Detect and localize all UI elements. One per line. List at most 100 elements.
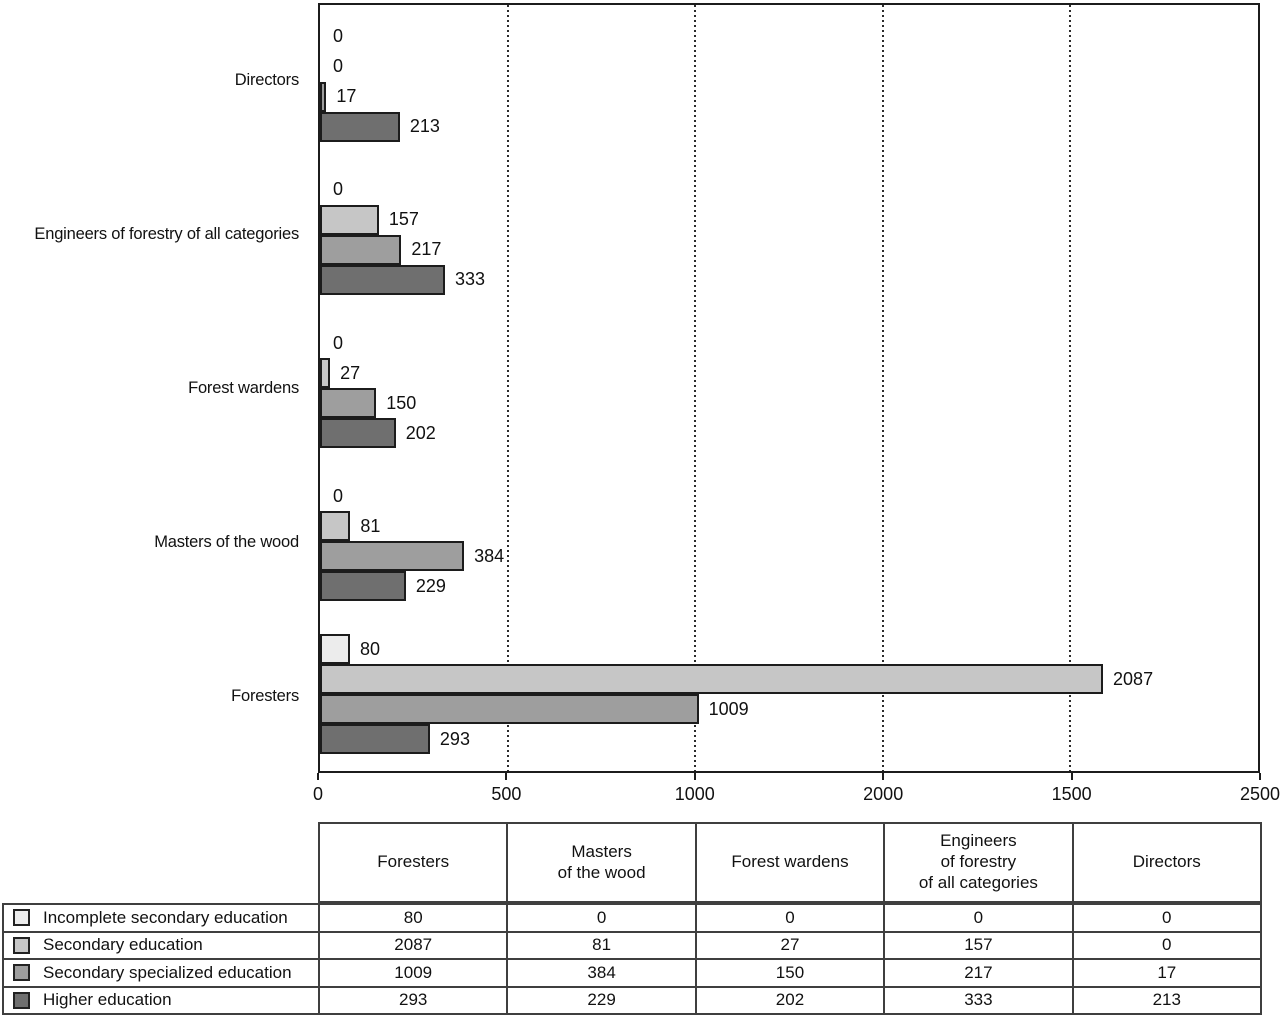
bar-group: 0 0 17 213 [320, 5, 1258, 158]
bar-value-label: 150 [386, 392, 417, 413]
gridline [881, 5, 884, 771]
category-label: Foresters [231, 686, 299, 705]
bar-row: 333 [320, 264, 1258, 295]
bar-value-label: 17 [336, 86, 357, 107]
bar-row: 0 [320, 328, 1258, 358]
legend-cell: Secondary specialized education [3, 959, 319, 987]
table-value-cell: 333 [884, 986, 1073, 1014]
table-value-cell: 150 [695, 959, 885, 987]
bar-group: 80 2087 1009 293 [320, 618, 1258, 771]
bar [320, 264, 445, 295]
bar-value-label: 81 [360, 515, 381, 536]
bar-value-label: 0 [333, 179, 344, 200]
header-cell: Directors [1072, 823, 1261, 902]
gridline [694, 5, 697, 771]
bar-value-label: 0 [333, 332, 344, 353]
bar [320, 541, 465, 572]
bar-value-label: 0 [333, 26, 344, 47]
bar-group: 0 157 217 333 [320, 158, 1258, 311]
legend-swatch [13, 991, 30, 1009]
axis-tick [317, 773, 319, 780]
x-tick-label: 0 [312, 784, 324, 804]
bar-row: 1009 [320, 694, 1258, 725]
gridline [506, 5, 509, 771]
table-value-cell: 81 [507, 931, 696, 959]
bar-row: 157 [320, 204, 1258, 235]
bar-row: 202 [320, 418, 1258, 448]
gridline [1069, 5, 1072, 771]
bar-row: 293 [320, 724, 1258, 755]
bar-value-label: 202 [405, 422, 436, 443]
bar-group: 0 27 150 202 [320, 311, 1258, 464]
bar [320, 571, 406, 602]
legend-label: Higher education [43, 990, 172, 1010]
legend-swatch [13, 936, 30, 954]
table-value-cell: 80 [319, 904, 508, 932]
bar-row: 0 [320, 175, 1258, 205]
bar [320, 418, 396, 448]
table-value-cell: 213 [1072, 986, 1261, 1014]
table-value-cell: 1009 [319, 959, 508, 987]
header-cell: Foresters [319, 823, 508, 902]
bar-value-label: 157 [388, 209, 419, 230]
bars-wrap: 0 157 217 333 [320, 175, 1258, 295]
table-value-cell: 384 [507, 959, 696, 987]
bar-row: 2087 [320, 664, 1258, 695]
legend-label: Incomplete secondary education [43, 907, 288, 927]
x-axis: 0 500 1000 2000 1500 2500 [313, 773, 1280, 815]
axis-tick [1070, 773, 1073, 780]
bar [320, 81, 327, 112]
x-tick-label: 500 [491, 784, 522, 804]
bars-wrap: 80 2087 1009 293 [320, 634, 1258, 755]
category-label: Engineers of forestry of all categories [34, 224, 299, 243]
bar [320, 724, 430, 755]
category-label: Masters of the wood [154, 532, 299, 551]
bar [320, 664, 1104, 695]
bar-value-label: 217 [411, 239, 442, 260]
bar-row: 213 [320, 111, 1258, 142]
bar-row: 0 [320, 52, 1258, 82]
bar-value-label: 1009 [708, 698, 749, 719]
table-value-cell: 0 [507, 904, 696, 932]
bar-row: 27 [320, 358, 1258, 388]
x-tick-label: 2000 [863, 784, 904, 804]
table-value-cell: 0 [884, 904, 1073, 932]
bar-value-label: 0 [333, 56, 344, 77]
bars-wrap: 0 0 17 213 [320, 22, 1258, 142]
legend-label: Secondary specialized education [43, 962, 292, 982]
data-table-header: Foresters Masters of the wood Forest warde… [318, 822, 1262, 903]
bar-value-label: 333 [454, 269, 485, 290]
bar-row: 81 [320, 511, 1258, 542]
bars-wrap: 0 27 150 202 [320, 328, 1258, 448]
bar-group: 0 81 384 229 [320, 465, 1258, 618]
bar-value-label: 384 [474, 545, 505, 566]
table-value-cell: 293 [319, 986, 508, 1014]
x-tick-label: 1000 [674, 784, 715, 804]
bar-row: 0 [320, 22, 1258, 52]
axis-tick [505, 773, 508, 780]
y-axis-category-labels: Directors Engineers of forestry of all ca… [0, 3, 308, 773]
bar-row: 217 [320, 234, 1258, 265]
bar-row: 0 [320, 481, 1258, 511]
bar-row: 229 [320, 571, 1258, 602]
bar-row: 150 [320, 388, 1258, 418]
bar-row: 384 [320, 541, 1258, 572]
table-value-cell: 2087 [319, 931, 508, 959]
header-cell: Engineers of forestry of all categories [884, 823, 1073, 902]
bar [320, 234, 402, 265]
legend-label: Secondary education [43, 935, 203, 955]
legend-swatch [13, 964, 30, 982]
bars-wrap: 0 81 384 229 [320, 481, 1258, 602]
bar [320, 694, 699, 725]
bar-value-label: 2087 [1113, 668, 1154, 689]
bar [320, 204, 379, 235]
bar-row: 17 [320, 81, 1258, 112]
table-value-cell: 157 [884, 931, 1073, 959]
header-cell: Forest wardens [695, 823, 885, 902]
bar-value-label: 27 [340, 362, 361, 383]
legend-cell: Higher education [3, 986, 319, 1014]
bar-value-label: 293 [439, 728, 470, 749]
x-tick-label: 2500 [1239, 784, 1280, 804]
bar [320, 358, 331, 388]
